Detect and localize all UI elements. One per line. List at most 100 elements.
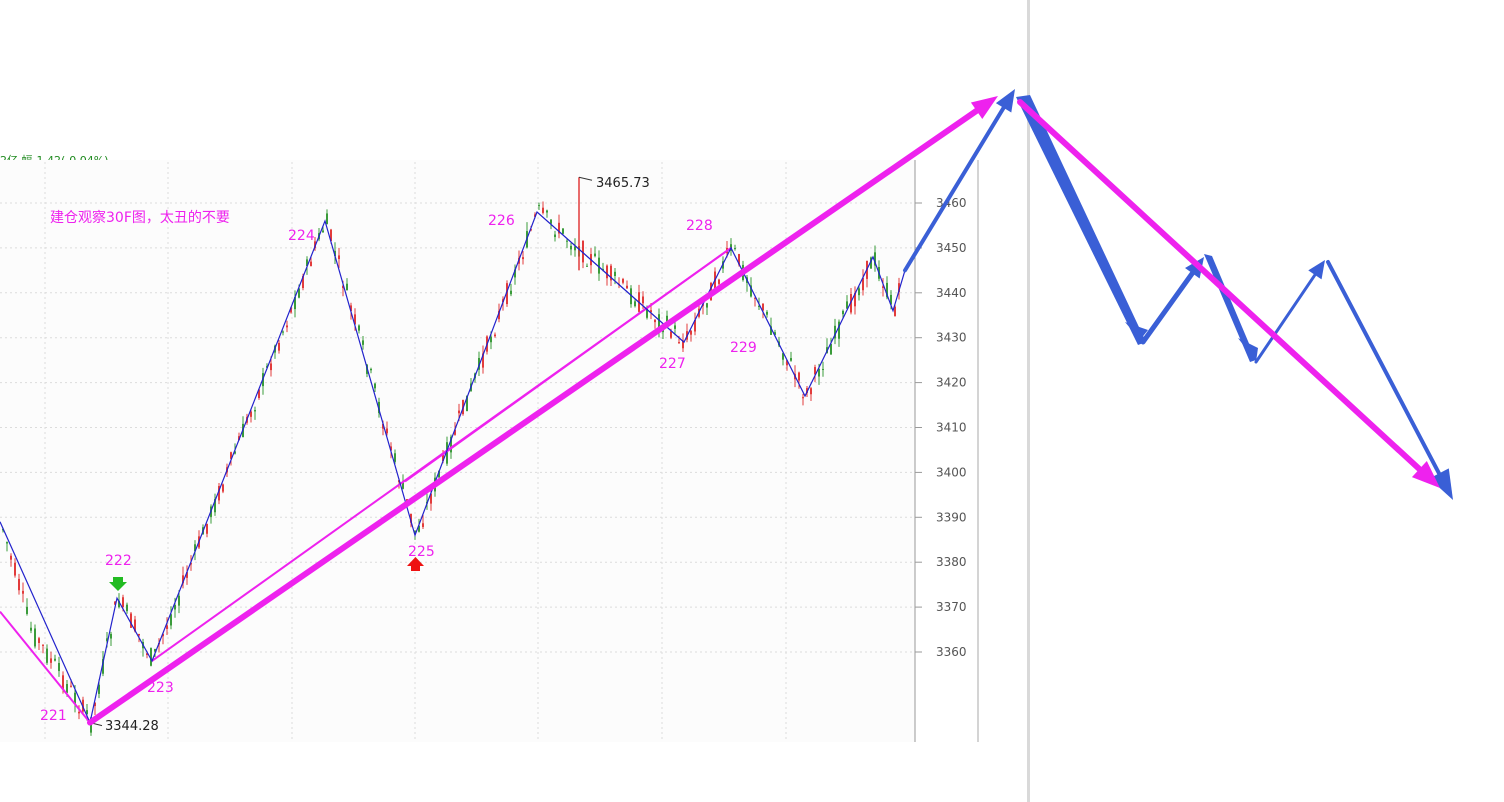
forecast-blue-down-1	[1016, 95, 1146, 345]
candle-body-149	[598, 257, 600, 274]
candle-body-89	[358, 325, 360, 331]
candle-body-203	[814, 367, 816, 375]
candle-body-166	[666, 315, 668, 323]
forecast-blue-up-2	[1254, 273, 1317, 364]
candle-body-214	[858, 288, 860, 296]
wave-label-225: 225	[408, 544, 435, 560]
buy-signal-arrow	[407, 557, 424, 571]
candle-body-7	[30, 627, 32, 631]
candle-body-119	[478, 357, 480, 370]
forecast-pink-up-arrow	[87, 107, 980, 726]
candle-body-157	[630, 288, 632, 305]
candle-body-2	[10, 555, 12, 560]
candle-body-77	[310, 261, 312, 267]
candle-body-70	[282, 331, 284, 333]
candle-body-156	[626, 285, 628, 289]
forecast-pink-down-arrow	[1017, 99, 1423, 473]
candle-body-170	[682, 340, 684, 349]
candle-body-193	[774, 332, 776, 335]
candle-body-197	[790, 358, 792, 361]
candle-body-4	[18, 578, 20, 591]
candle-body-23	[94, 702, 96, 707]
candle-body-72	[290, 307, 292, 313]
candle-body-80	[322, 230, 324, 233]
candle-body-31	[126, 604, 128, 612]
y-tick-label-5: 3410	[936, 421, 967, 435]
candle-body-47	[190, 563, 192, 565]
candle-body-54	[218, 486, 220, 501]
candle-body-141	[566, 240, 568, 242]
forecast-blue-up-1	[1140, 270, 1195, 345]
candle-body-71	[286, 325, 288, 328]
y-tick-label-3: 3390	[936, 510, 967, 524]
candle-body-140	[562, 228, 564, 234]
candle-body-135	[542, 207, 544, 213]
candle-body-179	[718, 279, 720, 284]
candle-body-224	[898, 283, 900, 293]
candle-body-151	[606, 265, 608, 279]
candle-body-1	[6, 542, 8, 544]
candle-body-132	[530, 229, 532, 231]
candle-body-150	[602, 268, 604, 271]
candle-body-204	[818, 368, 820, 377]
trend-line-down	[0, 610, 91, 724]
candle-body-190	[762, 303, 764, 311]
candle-body-62	[250, 411, 252, 417]
candle-body-221	[886, 282, 888, 298]
candle-body-158	[634, 301, 636, 307]
candle-body-187	[750, 285, 752, 297]
candle-body-105	[422, 523, 424, 527]
candle-body-146	[586, 265, 588, 267]
wave-lines	[0, 210, 906, 725]
candle-body-120	[482, 353, 484, 368]
candle-body-122	[490, 336, 492, 343]
candle-body-220	[882, 286, 884, 288]
candle-body-19	[78, 711, 80, 714]
high-pointer	[578, 176, 593, 181]
candle-body-142	[570, 245, 572, 250]
candle-body-112	[450, 436, 452, 453]
candle-body-67	[270, 363, 272, 371]
wave-label-228: 228	[686, 218, 713, 234]
forecast-blue-down-2-head	[1238, 338, 1258, 362]
wave-label-221: 221	[40, 708, 67, 724]
y-axis: 3360 3370 3380 3390 3400 3410 3420 3430 3440 3450…	[915, 196, 967, 659]
candle-body-6	[26, 606, 28, 614]
candle-body-202	[810, 388, 812, 395]
candle-body-208	[834, 325, 836, 339]
candle-body-26	[106, 638, 108, 642]
candle-body-17	[70, 685, 72, 687]
candle-body-73	[294, 297, 296, 310]
forecast-arrows	[87, 89, 1453, 726]
candle-body-130	[522, 257, 524, 260]
trend-channel-upper	[404, 247, 732, 483]
y-tick-label-8: 3440	[936, 286, 967, 300]
candle-body-33	[134, 619, 136, 632]
candle-body-189	[758, 305, 760, 307]
candle-body-207	[830, 344, 832, 355]
y-tick-label-1: 3370	[936, 600, 967, 614]
candle-body-81	[326, 213, 328, 225]
candle-body-8	[34, 628, 36, 647]
candle-body-41	[166, 625, 168, 629]
candle-body-102	[410, 513, 412, 523]
candle-body-34	[138, 633, 140, 636]
y-tick-label-9: 3450	[936, 241, 967, 255]
candle-body-40	[162, 633, 164, 637]
candle-body-205	[822, 368, 824, 370]
candle-body-44	[178, 595, 180, 606]
candle-body-155	[622, 278, 624, 283]
candle-body-43	[174, 604, 176, 610]
candle-body-161	[646, 306, 648, 318]
candle-body-209	[838, 321, 840, 339]
forecast-blue-down-1-head	[1125, 322, 1148, 340]
forecast-blue-up-arrow-head	[995, 89, 1015, 113]
forecast-pink-up-arrow-head	[970, 96, 998, 119]
candle-body-42	[170, 614, 172, 626]
candle-body-58	[234, 451, 236, 454]
candle-body-45	[182, 575, 184, 584]
forecast-pink-down-arrow-head	[1411, 460, 1440, 488]
candle-body-69	[278, 342, 280, 351]
candle-body-57	[230, 452, 232, 459]
